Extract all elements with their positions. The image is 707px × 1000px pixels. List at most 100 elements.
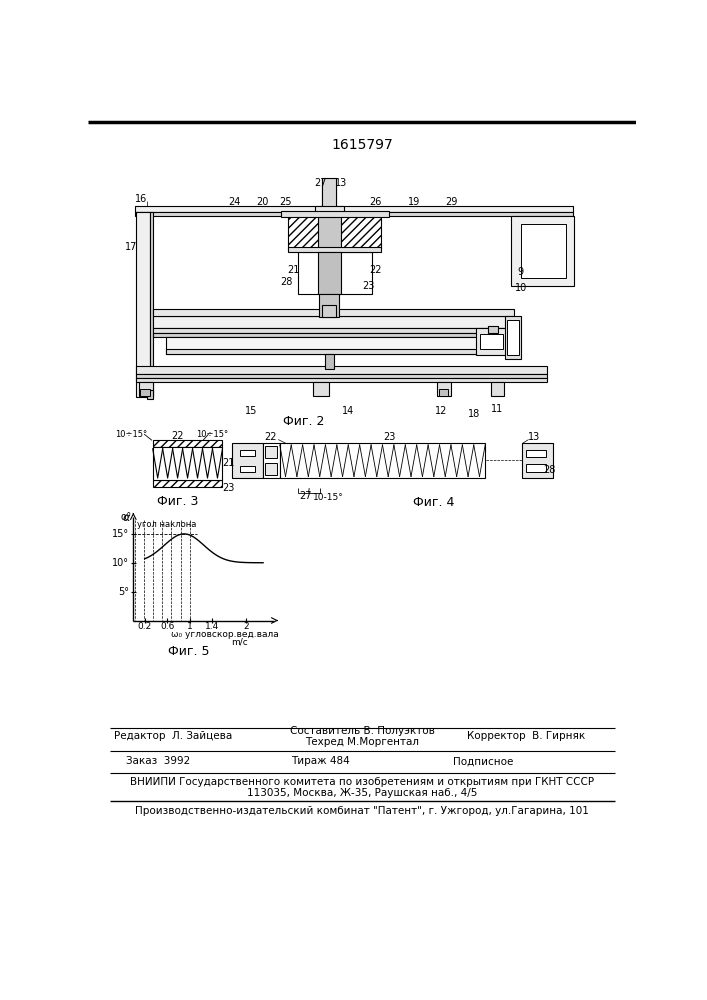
Bar	[317, 214, 341, 249]
Text: 29: 29	[445, 197, 457, 207]
Text: Заказ  3992: Заказ 3992	[126, 756, 190, 766]
Text: 15°: 15°	[112, 529, 129, 539]
Bar	[153, 316, 514, 328]
Text: m/c: m/c	[230, 638, 247, 647]
Text: 1615797: 1615797	[331, 138, 393, 152]
Bar	[325, 354, 334, 369]
Text: Фиг. 3: Фиг. 3	[157, 495, 198, 508]
Bar	[135, 206, 573, 212]
Text: 12: 12	[435, 406, 448, 416]
Text: α°: α°	[121, 512, 132, 522]
Text: 23: 23	[223, 483, 235, 493]
Text: 23: 23	[383, 432, 395, 442]
Bar	[489, 326, 498, 333]
Bar	[153, 328, 514, 333]
Text: 113035, Москва, Ж-35, Раушская наб., 4/5: 113035, Москва, Ж-35, Раушская наб., 4/5	[247, 788, 477, 798]
Bar	[153, 447, 223, 480]
Text: 9: 9	[518, 267, 524, 277]
Bar	[136, 378, 547, 382]
Text: Подписное: Подписное	[453, 756, 514, 766]
Bar	[506, 316, 521, 359]
Bar	[298, 252, 372, 294]
Text: 20: 20	[257, 197, 269, 207]
Bar	[507, 320, 519, 355]
Bar	[320, 294, 339, 317]
Bar	[240, 450, 255, 456]
Bar	[322, 178, 337, 209]
Bar	[153, 480, 223, 487]
Bar	[315, 206, 344, 214]
Text: 5°: 5°	[119, 587, 129, 597]
Bar	[136, 212, 151, 397]
Text: Редактор  Л. Зайцева: Редактор Л. Зайцева	[115, 731, 233, 741]
Bar	[232, 443, 263, 478]
Text: 10÷15°: 10÷15°	[115, 430, 147, 439]
Bar	[510, 216, 574, 286]
Bar	[280, 443, 485, 478]
Text: Составитель В. Полуэктов: Составитель В. Полуэктов	[289, 726, 434, 736]
Bar	[438, 389, 448, 396]
Text: 17: 17	[125, 242, 137, 252]
Text: 21: 21	[223, 458, 235, 468]
Text: 22: 22	[369, 265, 381, 275]
Text: Фиг. 5: Фиг. 5	[168, 645, 210, 658]
Text: 1: 1	[187, 622, 192, 631]
Text: ВНИИПИ Государственного комитета по изобретениям и открытиям при ГКНТ СССР: ВНИИПИ Государственного комитета по изоб…	[130, 777, 594, 787]
Text: Техред М.Моргентал: Техред М.Моргентал	[305, 737, 419, 747]
Text: ω₀ угловскор.вед.вала: ω₀ угловскор.вед.вала	[171, 630, 279, 639]
Bar	[526, 450, 547, 457]
Bar	[146, 389, 153, 399]
Bar	[288, 214, 381, 249]
Bar	[281, 211, 389, 217]
Text: 15: 15	[245, 406, 257, 416]
Bar	[136, 374, 547, 378]
Text: 18: 18	[468, 409, 481, 419]
Text: 1.4: 1.4	[205, 622, 219, 631]
Text: 16: 16	[135, 194, 147, 204]
Bar	[140, 389, 150, 396]
Bar	[135, 212, 573, 216]
Bar	[480, 334, 503, 349]
Text: 10÷15°: 10÷15°	[197, 430, 228, 439]
Text: Фиг. 4: Фиг. 4	[413, 496, 454, 509]
Text: угол наклона: угол наклона	[137, 520, 197, 529]
Bar	[317, 252, 341, 294]
Text: Корректор  В. Гирняк: Корректор В. Гирняк	[467, 731, 585, 741]
Text: 13: 13	[335, 178, 347, 188]
Bar	[153, 309, 514, 316]
Bar	[166, 337, 499, 354]
Bar	[153, 440, 223, 447]
Text: 10-15°: 10-15°	[313, 493, 344, 502]
Text: 10: 10	[515, 283, 527, 293]
Text: 0.2: 0.2	[137, 622, 152, 631]
Bar	[491, 382, 504, 396]
Bar	[136, 366, 547, 374]
Text: Тираж 484: Тираж 484	[291, 756, 350, 766]
Text: 14: 14	[342, 406, 354, 416]
Text: 11: 11	[491, 404, 503, 414]
Bar	[522, 443, 554, 478]
Text: 25: 25	[280, 197, 292, 207]
Text: 0.6: 0.6	[160, 622, 175, 631]
Text: 13: 13	[528, 432, 540, 442]
Bar	[288, 247, 381, 252]
Bar	[526, 464, 547, 472]
Bar	[263, 443, 280, 478]
Text: 28: 28	[280, 277, 292, 287]
Text: 22: 22	[264, 432, 276, 442]
Bar	[476, 328, 508, 355]
Text: 19: 19	[408, 197, 420, 207]
Text: 27: 27	[315, 178, 327, 188]
Bar	[153, 333, 514, 337]
Text: 10°: 10°	[112, 558, 129, 568]
Text: 23: 23	[363, 281, 375, 291]
Bar	[265, 463, 277, 475]
Bar	[166, 349, 499, 354]
Bar	[151, 212, 153, 397]
Text: 2: 2	[243, 622, 249, 631]
Bar	[313, 382, 329, 396]
Bar	[265, 446, 277, 458]
Bar	[322, 305, 337, 317]
Bar	[521, 224, 566, 278]
Bar	[240, 466, 255, 472]
